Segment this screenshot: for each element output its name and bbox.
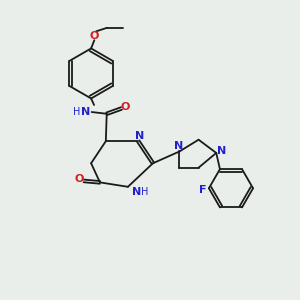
Text: N: N — [131, 187, 141, 197]
Text: H: H — [73, 107, 81, 117]
Text: F: F — [199, 185, 206, 195]
Text: O: O — [121, 102, 130, 112]
Text: N: N — [81, 107, 90, 117]
Text: O: O — [90, 31, 99, 41]
Text: N: N — [217, 146, 226, 157]
Text: H: H — [141, 187, 148, 197]
Text: O: O — [74, 174, 83, 184]
Text: N: N — [135, 131, 144, 141]
Text: N: N — [174, 141, 183, 151]
